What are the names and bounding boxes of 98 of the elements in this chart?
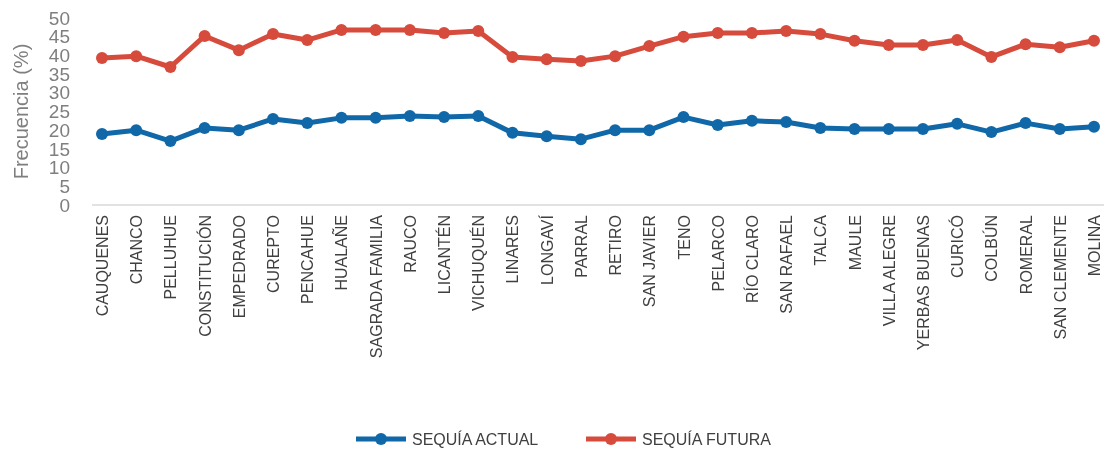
- point: [335, 23, 348, 36]
- point: [438, 26, 451, 39]
- point: [848, 34, 861, 47]
- point: [951, 34, 964, 47]
- x-tick-label: LINARES: [504, 215, 522, 284]
- x-tick-label: PENCAHUE: [299, 215, 317, 304]
- point: [267, 28, 280, 41]
- point: [745, 26, 758, 39]
- point: [677, 111, 690, 124]
- point: [1088, 120, 1100, 133]
- point: [369, 23, 382, 36]
- x-tick-label: RAUCO: [401, 215, 419, 273]
- x-tick-label: CURICÓ: [948, 215, 967, 279]
- point: [574, 133, 587, 146]
- x-tick-label: PELARCO: [709, 215, 727, 292]
- x-tick-label: COLBÚN: [982, 215, 1001, 282]
- point: [985, 126, 998, 139]
- point: [301, 34, 314, 47]
- point: [985, 50, 998, 63]
- x-tick-label: TALCA: [812, 214, 830, 266]
- point: [1053, 41, 1066, 54]
- point: [232, 44, 245, 57]
- point: [130, 50, 143, 63]
- point: [882, 123, 895, 136]
- point: [882, 38, 895, 51]
- point: [301, 117, 314, 130]
- y-tick-label: 30: [48, 82, 70, 104]
- y-tick-label: 15: [48, 138, 70, 160]
- x-tick-label: CAUQUENES: [94, 215, 111, 317]
- point: [96, 127, 108, 140]
- point: [916, 123, 929, 136]
- x-tick-label: SAN JAVIER: [641, 215, 659, 308]
- point: [540, 130, 553, 143]
- point: [916, 38, 929, 51]
- point: [745, 114, 758, 127]
- x-tick-label: LONGAVÍ: [537, 214, 556, 285]
- point: [609, 124, 622, 137]
- point: [369, 111, 382, 124]
- point: [267, 112, 280, 125]
- point: [1088, 34, 1100, 47]
- x-tick-label: YERBAS BUENAS: [914, 215, 932, 351]
- point: [814, 121, 827, 134]
- x-tick-label: VILLA ALEGRE: [880, 215, 898, 327]
- x-tick-label: VICHUQUÉN: [469, 215, 488, 312]
- point: [711, 26, 724, 39]
- point: [164, 135, 177, 148]
- point: [1053, 123, 1066, 136]
- point: [198, 29, 211, 42]
- point: [403, 109, 416, 122]
- point: [130, 124, 143, 137]
- point: [506, 50, 519, 63]
- point: [848, 123, 861, 136]
- point: [780, 115, 793, 128]
- point: [438, 111, 451, 124]
- point: [609, 50, 622, 63]
- point: [164, 60, 177, 73]
- point: [677, 30, 690, 43]
- y-axis-title: Frecuencia (%): [10, 43, 32, 180]
- x-tick-label: ROMERAL: [1017, 214, 1035, 295]
- point: [951, 117, 964, 130]
- point: [1019, 117, 1032, 130]
- point: [574, 55, 587, 68]
- point: [335, 111, 348, 124]
- point: [643, 40, 656, 53]
- y-tick-label: 50: [48, 7, 70, 29]
- x-tick-label: EMPEDRADO: [230, 215, 248, 319]
- point: [1019, 38, 1032, 51]
- x-tick-label: CONSTITUCIÓN: [195, 215, 214, 337]
- x-tick-label: SAGRADA FAMILIA: [367, 214, 385, 359]
- point: [711, 118, 724, 131]
- point: [232, 124, 245, 137]
- y-tick-label: 45: [48, 26, 70, 48]
- x-tick-label: CHANCO: [128, 215, 146, 285]
- point: [472, 109, 485, 122]
- x-tick-label: PELLUHUE: [162, 215, 180, 300]
- x-tick-label: SAN RAFAEL: [778, 214, 796, 314]
- x-tick-label: CUREPTO: [265, 215, 283, 293]
- x-tick-label: MAULE: [846, 215, 864, 271]
- x-tick-label: PARRAL: [572, 214, 590, 278]
- point: [506, 126, 519, 139]
- point: [814, 28, 827, 41]
- x-tick-label: RETIRO: [607, 215, 625, 276]
- point: [472, 25, 485, 38]
- x-tick-label: MOLINA: [1086, 214, 1103, 277]
- x-tick-label: TENO: [675, 215, 693, 260]
- x-tick-label: LICANTÉN: [435, 215, 454, 295]
- legend-label: SEQUÍA FUTURA: [642, 429, 772, 448]
- x-tick-label: RÍO CLARO: [742, 215, 761, 304]
- x-tick-label: HUALAÑE: [331, 215, 351, 291]
- point: [403, 23, 416, 36]
- point: [96, 52, 108, 65]
- point: [198, 121, 211, 134]
- point: [780, 25, 793, 38]
- y-tick-label: 0: [59, 194, 70, 216]
- point: [540, 53, 553, 66]
- point: [643, 124, 656, 137]
- x-tick-label: SAN CLEMENTE: [1051, 215, 1069, 340]
- legend-label: SEQUÍA ACTUAL: [412, 429, 539, 448]
